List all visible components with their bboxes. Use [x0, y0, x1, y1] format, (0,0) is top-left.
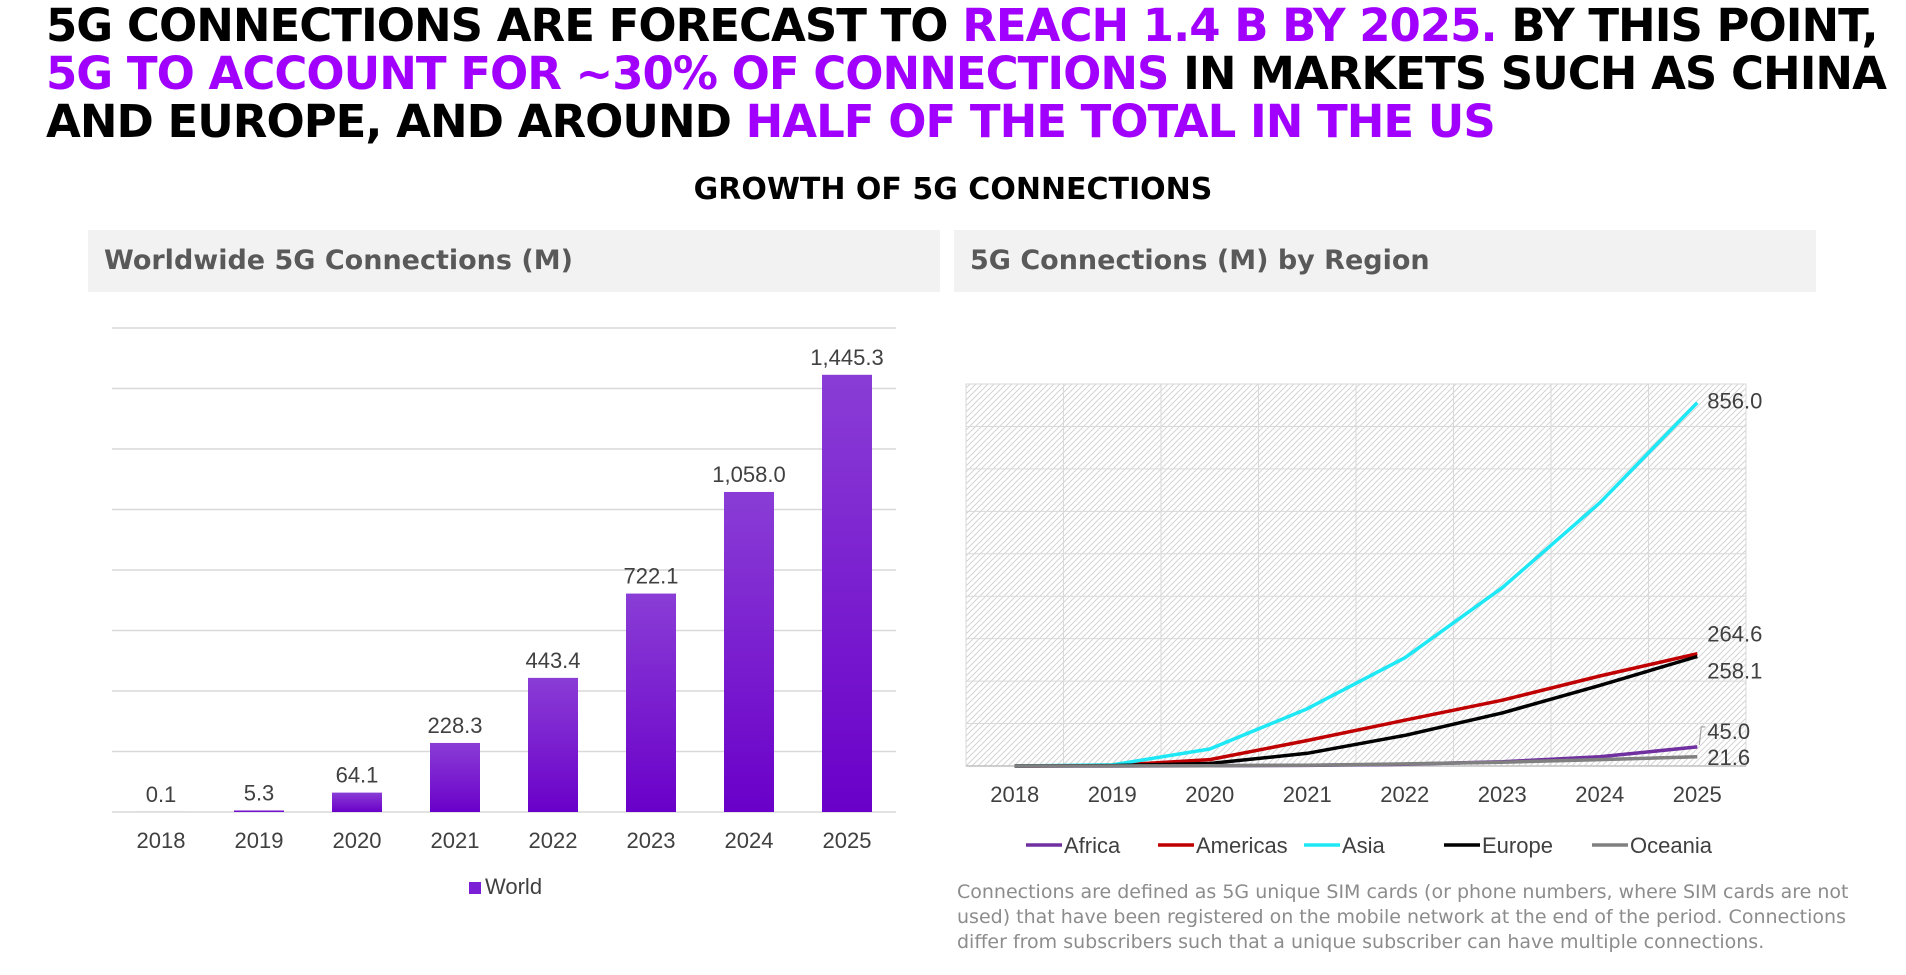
end-label-africa: 45.0 [1707, 719, 1750, 744]
region-line-chart: 2018 2019 2020 2021 2022 2023 2024 2025 45.0 264.… [965, 383, 1762, 858]
legend-label-world: World [485, 874, 542, 899]
headline-part-3: IN MARKETS SUCH AS CHINA AND EUROPE, AND… [46, 47, 1887, 148]
x-tick-label-2020: 2020 [333, 828, 382, 853]
x-tick-label-2021: 2021 [1283, 782, 1332, 807]
bar-2022 [528, 677, 578, 812]
data-label-2020: 64.1 [336, 763, 379, 788]
region-panel-title: 5G Connections (M) by Region [970, 245, 1430, 276]
legend-label-asia: Asia [1342, 833, 1386, 858]
headline-highlight-3: HALF OF THE TOTAL IN THE US [745, 95, 1496, 148]
x-tick-label-2018: 2018 [137, 828, 186, 853]
legend-swatch-world [469, 882, 481, 894]
x-tick-label-2023: 2023 [627, 828, 676, 853]
x-tick-label-2018: 2018 [990, 782, 1039, 807]
series-line-asia [1014, 401, 1699, 768]
end-label-oceania: 21.6 [1707, 745, 1750, 770]
x-tick-label-2020: 2020 [1185, 782, 1234, 807]
end-label-europe: 258.1 [1707, 658, 1762, 683]
bar-2025 [822, 374, 872, 812]
end-label-asia: 856.0 [1707, 389, 1762, 414]
x-tick-label-2025: 2025 [1673, 782, 1722, 807]
x-tick-label-2019: 2019 [1088, 782, 1137, 807]
x-tick-label-2022: 2022 [529, 828, 578, 853]
legend-label-europe: Europe [1482, 833, 1553, 858]
data-label-2022: 443.4 [525, 648, 580, 673]
legend: World [469, 874, 542, 899]
end-label-americas: 264.6 [1707, 622, 1762, 647]
x-tick-label-2019: 2019 [235, 828, 284, 853]
headline-highlight-2: 5G TO ACCOUNT FOR ~30% OF CONNECTIONS [46, 47, 1169, 100]
worldwide-bar-chart: 0.1 2018 5.3 2019 64.1 2020 228.3 2021 443.4 2022… [112, 327, 896, 899]
bar-2024 [724, 491, 774, 812]
headline-part-1: 5G CONNECTIONS ARE FORECAST TO [46, 0, 963, 52]
x-tick-label-2021: 2021 [431, 828, 480, 853]
legend-label-africa: Africa [1064, 833, 1121, 858]
headline-highlight-1: REACH 1.4 B BY 2025. [962, 0, 1497, 52]
series-line-oceania [1014, 755, 1698, 768]
data-label-2018: 0.1 [146, 782, 177, 807]
bar-2019 [234, 810, 284, 812]
headline: 5G CONNECTIONS ARE FORECAST TO REACH 1.4… [46, 0, 1887, 148]
region-panel-header: 5G Connections (M) by Region [954, 230, 1816, 292]
data-label-2025: 1,445.3 [810, 345, 883, 370]
bar-2021 [430, 742, 480, 812]
headline-part-2: BY THIS POINT, [1496, 0, 1878, 52]
section-title: GROWTH OF 5G CONNECTIONS [693, 172, 1213, 207]
worldwide-panel-title: Worldwide 5G Connections (M) [104, 245, 573, 276]
data-label-2019: 5.3 [244, 780, 275, 805]
data-label-2024: 1,058.0 [712, 462, 785, 487]
legend: Africa Americas Asia Europe Oceania [1026, 833, 1713, 858]
data-label-2021: 228.3 [427, 713, 482, 738]
x-tick-label-2023: 2023 [1478, 782, 1527, 807]
x-tick-label-2025: 2025 [823, 828, 872, 853]
bar-2020 [332, 792, 382, 812]
bar-2023 [626, 593, 676, 812]
leader-line-africa [1698, 726, 1706, 745]
worldwide-panel-header: Worldwide 5G Connections (M) [88, 230, 940, 292]
legend-label-oceania: Oceania [1630, 833, 1713, 858]
data-label-2023: 722.1 [623, 564, 678, 589]
x-tick-label-2024: 2024 [725, 828, 774, 853]
x-tick-label-2022: 2022 [1380, 782, 1429, 807]
footnote: Connections are defined as 5G unique SIM… [957, 881, 1849, 953]
legend-label-americas: Americas [1196, 833, 1288, 858]
x-tick-label-2024: 2024 [1575, 782, 1624, 807]
